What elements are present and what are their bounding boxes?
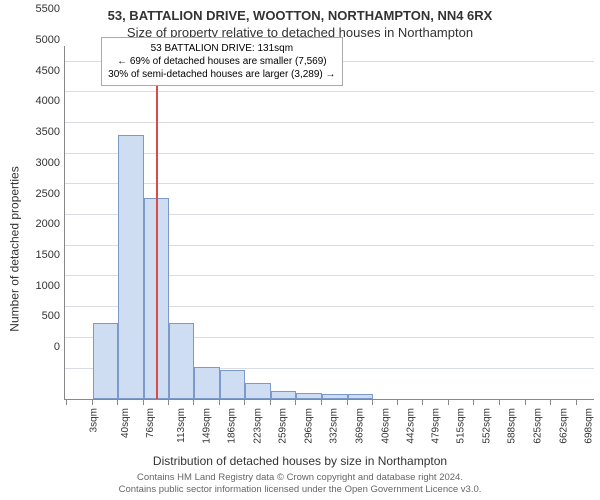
x-tick-mark bbox=[448, 400, 449, 405]
y-tick-label: 5000 bbox=[36, 34, 60, 46]
x-tick-label: 40sqm bbox=[120, 408, 131, 438]
plot-column: 53 BATTALION DRIVE: 131sqm← 69% of detac… bbox=[64, 46, 594, 452]
x-tick-mark bbox=[397, 400, 398, 405]
x-tick-label: 259sqm bbox=[278, 408, 289, 444]
grid-line bbox=[65, 183, 594, 184]
histogram-bar bbox=[93, 323, 118, 400]
plot-row: Number of detached properties 0 500 1000 15… bbox=[6, 46, 594, 452]
x-tick-label: 369sqm bbox=[354, 408, 365, 444]
y-axis-label-wrap: Number of detached properties bbox=[6, 46, 24, 452]
footer-line-2: Contains public sector information licen… bbox=[6, 484, 594, 496]
x-tick-mark bbox=[499, 400, 500, 405]
x-tick-mark bbox=[219, 400, 220, 405]
x-axis: 3sqm 40sqm 76sqm 113sqm 149sqm 186sqm 223sqm 25… bbox=[64, 400, 594, 452]
y-tick-label: 1000 bbox=[36, 280, 60, 292]
x-tick-label: 296sqm bbox=[304, 408, 315, 444]
y-tick-label: 500 bbox=[42, 310, 60, 322]
x-tick-label: 588sqm bbox=[507, 408, 518, 444]
y-tick-label: 4500 bbox=[36, 65, 60, 77]
y-tick-label: 2500 bbox=[36, 188, 60, 200]
histogram-bar bbox=[271, 391, 296, 399]
x-tick-label: 113sqm bbox=[175, 408, 186, 443]
chart-footer: Contains HM Land Registry data © Crown c… bbox=[6, 472, 594, 496]
chart-container: 53, BATTALION DRIVE, WOOTTON, NORTHAMPTO… bbox=[0, 0, 600, 500]
x-tick-mark bbox=[193, 400, 194, 405]
annotation-line: 30% of semi-detached houses are larger (… bbox=[108, 68, 335, 81]
histogram-bar bbox=[322, 394, 348, 400]
x-tick-mark bbox=[295, 400, 296, 405]
x-tick-label: 406sqm bbox=[380, 408, 391, 444]
histogram-bar bbox=[348, 394, 373, 400]
y-tick-label: 3500 bbox=[36, 126, 60, 138]
x-tick-label: 149sqm bbox=[201, 408, 212, 444]
x-tick-label: 76sqm bbox=[145, 408, 156, 438]
chart-titles: 53, BATTALION DRIVE, WOOTTON, NORTHAMPTO… bbox=[6, 8, 594, 40]
y-axis-label: Number of detached properties bbox=[8, 166, 22, 331]
x-tick-mark bbox=[576, 400, 577, 405]
grid-line bbox=[65, 91, 594, 92]
x-tick-label: 223sqm bbox=[253, 408, 264, 444]
histogram-bar bbox=[296, 393, 322, 400]
x-tick-mark bbox=[525, 400, 526, 405]
grid-line bbox=[65, 153, 594, 154]
grid-line bbox=[65, 122, 594, 123]
x-tick-mark bbox=[321, 400, 322, 405]
x-tick-mark bbox=[244, 400, 245, 405]
x-tick-label: 698sqm bbox=[583, 408, 594, 444]
x-tick-label: 332sqm bbox=[329, 408, 340, 444]
histogram-bar bbox=[169, 323, 195, 400]
y-axis: 0500100015002000250030003500400045005000… bbox=[24, 46, 64, 399]
x-tick-label: 552sqm bbox=[482, 408, 493, 444]
x-tick-mark bbox=[168, 400, 169, 405]
x-tick-mark bbox=[473, 400, 474, 405]
y-tick-label: 3000 bbox=[36, 157, 60, 169]
annotation-line: 53 BATTALION DRIVE: 131sqm bbox=[108, 42, 335, 55]
histogram-bar bbox=[194, 367, 220, 400]
plot-area: 53 BATTALION DRIVE: 131sqm← 69% of detac… bbox=[64, 46, 594, 400]
footer-line-1: Contains HM Land Registry data © Crown c… bbox=[6, 472, 594, 484]
x-tick-mark bbox=[270, 400, 271, 405]
y-tick-label: 1500 bbox=[36, 249, 60, 261]
reference-line bbox=[156, 46, 158, 399]
x-tick-label: 479sqm bbox=[431, 408, 442, 444]
histogram-bar bbox=[220, 370, 245, 399]
x-tick-mark bbox=[347, 400, 348, 405]
x-tick-label: 515sqm bbox=[456, 408, 467, 444]
x-tick-label: 662sqm bbox=[558, 408, 569, 444]
x-tick-label: 186sqm bbox=[227, 408, 238, 444]
y-tick-label: 4000 bbox=[36, 95, 60, 107]
annotation-line: ← 69% of detached houses are smaller (7,… bbox=[108, 55, 335, 68]
annotation-box: 53 BATTALION DRIVE: 131sqm← 69% of detac… bbox=[101, 37, 342, 86]
x-tick-label: 625sqm bbox=[533, 408, 544, 444]
histogram-bar bbox=[118, 135, 144, 399]
y-tick-label: 5500 bbox=[36, 3, 60, 15]
x-tick-mark bbox=[422, 400, 423, 405]
x-axis-label: Distribution of detached houses by size … bbox=[6, 454, 594, 468]
chart-title-main: 53, BATTALION DRIVE, WOOTTON, NORTHAMPTO… bbox=[6, 8, 594, 23]
y-tick-label: 0 bbox=[54, 341, 60, 353]
x-tick-mark bbox=[92, 400, 93, 405]
x-tick-mark bbox=[117, 400, 118, 405]
x-tick-label: 3sqm bbox=[89, 408, 100, 432]
histogram-bar bbox=[245, 383, 271, 399]
x-tick-mark bbox=[66, 400, 67, 405]
x-tick-mark bbox=[372, 400, 373, 405]
x-tick-label: 442sqm bbox=[405, 408, 416, 444]
x-tick-mark bbox=[143, 400, 144, 405]
x-tick-mark bbox=[550, 400, 551, 405]
y-tick-label: 2000 bbox=[36, 218, 60, 230]
